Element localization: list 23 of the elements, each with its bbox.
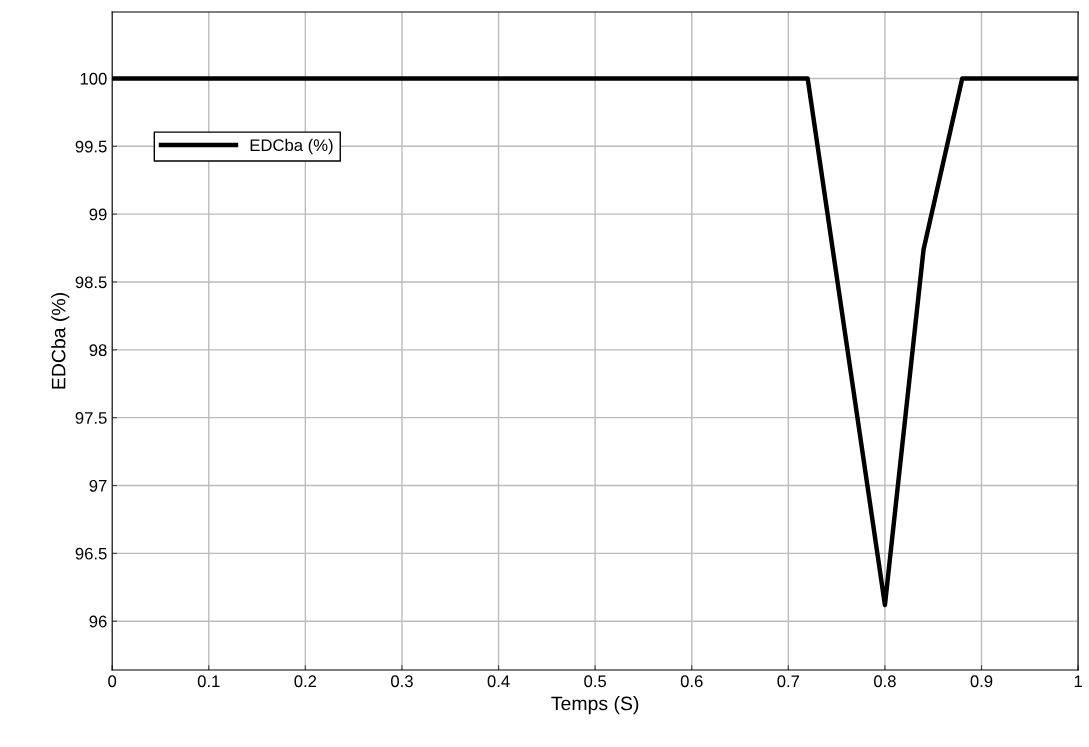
x-tick-label: 0.9: [970, 675, 993, 688]
y-tick-label: 97.5: [75, 412, 107, 424]
x-tick-label: 0.4: [487, 675, 510, 688]
y-tick-label: 96.5: [75, 547, 107, 560]
y-tick-label: 96: [89, 615, 107, 628]
x-axis-title: Temps (S): [551, 696, 639, 715]
y-tick-label: 97: [89, 479, 107, 492]
y-axis-title: EDCba (%): [51, 293, 70, 389]
x-tick-label: 1: [1074, 675, 1082, 687]
y-tick-label: 99: [89, 208, 107, 221]
x-tick-label: 0.3: [391, 675, 413, 688]
y-tick-label: 100: [80, 72, 107, 85]
x-tick-label: 0.8: [873, 675, 896, 688]
x-tick-label: 0.6: [680, 675, 703, 688]
y-tick-label: 98.5: [75, 276, 107, 289]
legend-label: EDCba (%): [250, 138, 333, 155]
x-tick-label: 0.1: [197, 675, 220, 688]
x-tick-label: 0.2: [294, 675, 317, 688]
x-tick-label: 0.5: [584, 675, 607, 688]
x-tick-label: 0.7: [777, 675, 800, 688]
x-tick-label: 0: [108, 675, 117, 688]
y-tick-label: 99.5: [75, 140, 107, 153]
y-tick-label: 98: [89, 344, 107, 357]
